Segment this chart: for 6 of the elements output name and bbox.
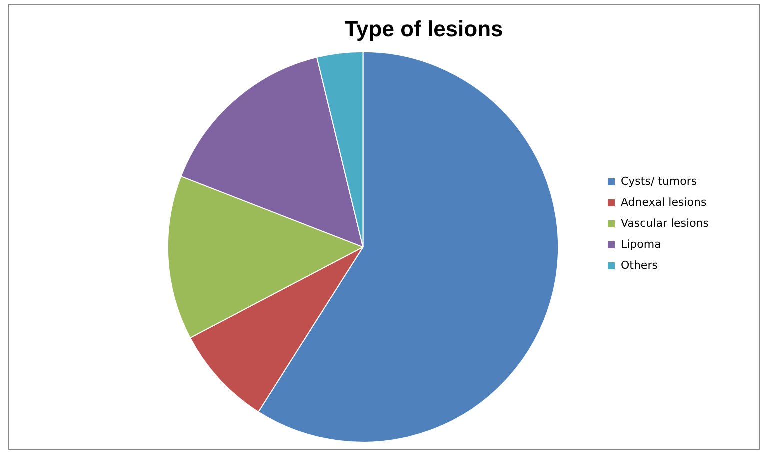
legend-label: Cysts/ tumors: [620, 174, 698, 188]
chart-title: Type of lesions: [344, 16, 504, 42]
legend-label: Vascular lesions: [620, 216, 710, 230]
legend-label: Others: [620, 258, 658, 272]
legend-label: Adnexal lesions: [620, 196, 707, 209]
legend-label: Lipoma: [620, 238, 662, 251]
